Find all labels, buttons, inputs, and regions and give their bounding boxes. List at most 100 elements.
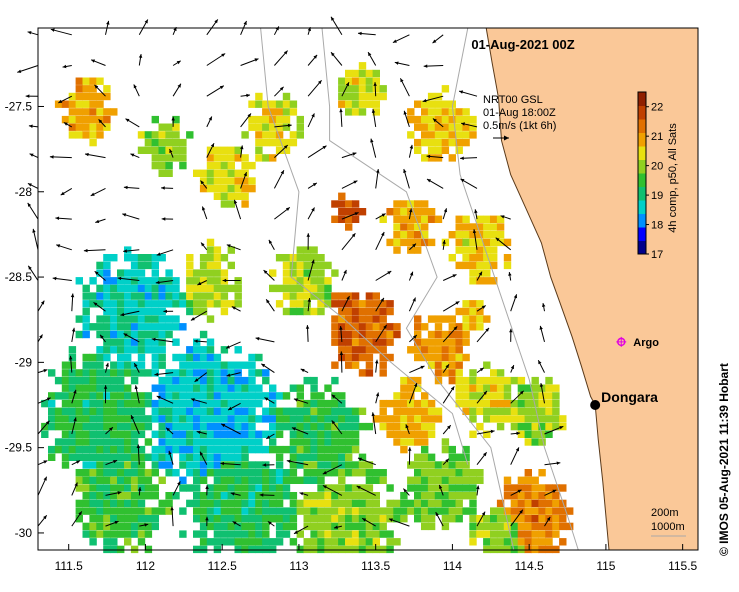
current-arrow [422,95,444,103]
current-arrow [194,372,208,383]
current-arrow [442,364,450,373]
current-arrow [392,34,410,44]
current-arrow [339,325,343,342]
current-arrow [28,124,39,128]
current-arrow [172,83,182,97]
current-arrow [341,81,350,97]
current-arrow [357,457,376,466]
current-arrow [375,169,380,189]
lon-tick-label: 111.5 [55,559,84,573]
axes: 111.5 112 112.5 113 113.5 114 114.5 115 115.5 -27… [5,99,698,573]
current-arrow [370,138,377,158]
current-arrow [225,341,241,349]
current-arrow [220,461,241,466]
current-arrow [71,389,77,404]
current-arrow [171,116,175,127]
current-legend-arrow-icon [493,135,509,141]
current-arrow [375,231,385,251]
current-arrow [274,50,288,66]
current-arrow [476,271,483,281]
colorbar-tick-label: 17 [651,249,663,261]
current-arrow [27,31,39,36]
current-arrow [170,506,174,527]
current-arrow [84,152,106,159]
current-arrow [442,458,450,466]
lat-tick-label: -28 [15,185,33,199]
current-arrow [476,429,495,435]
current-arrow [206,53,226,66]
current-arrow [139,523,149,527]
current-arrow [322,464,343,475]
lon-tick-label: 112.5 [208,559,237,573]
current-arrow [460,156,478,160]
current-arrow [432,118,444,128]
current-arrow [307,182,318,189]
lat-tick-label: -28.5 [5,270,33,284]
current-arrow [476,390,488,404]
current-arrow [161,217,174,221]
current-legend-product: NRT00 GSL [483,94,543,106]
current-arrow [37,514,48,527]
current-legend-scale: 0.5m/s (1kt 6h) [483,120,556,132]
current-arrow [432,34,444,44]
current-arrow [330,51,343,66]
current-arrow [409,243,417,251]
current-arrow [293,525,309,535]
map-title: 01-Aug-2021 00Z [471,37,574,52]
lon-tick-label: 112 [136,559,155,573]
current-arrow [371,109,377,127]
current-arrow [291,427,309,435]
current-arrow [510,509,524,527]
colorbar-segment [638,240,646,255]
current-arrow [27,202,39,220]
current-arrow [423,64,444,68]
current-arrow [341,232,356,251]
current-arrow [117,276,140,281]
colorbar-segment [638,105,646,120]
dongara-label: Dongara [601,389,658,405]
lon-tick-label: 115.5 [668,559,697,573]
current-arrow [165,427,174,435]
current-arrow [103,385,108,404]
current-arrow [156,395,174,404]
current-arrow [138,487,142,496]
current-arrow [375,297,385,312]
current-arrow [435,511,444,527]
current-arrow [306,233,310,250]
current-arrow [399,78,410,97]
depth-legend-200m: 200m [651,507,679,519]
current-vectors [17,16,564,535]
current-arrow [403,488,410,496]
current-arrow [240,172,247,189]
colorbar-tick-label: 18 [651,220,663,232]
current-arrow [226,244,241,251]
current-arrow [268,239,275,251]
current-arrow [123,249,140,253]
current-arrow [476,305,487,312]
lon-tick-label: 115 [596,559,615,573]
current-arrow [375,324,388,343]
current-arrow [542,303,546,312]
current-arrow [70,293,75,312]
current-arrow [409,334,418,343]
current-arrow [330,16,343,36]
current-arrow [341,180,358,189]
current-legend-time: 01-Aug 18:00Z [483,107,556,119]
current-arrow [510,390,525,404]
lon-tick-label: 114.5 [515,559,544,573]
current-arrow [472,229,478,250]
current-arrow [341,295,350,312]
lon-tick-label: 114 [443,559,462,573]
current-arrow [259,493,275,497]
current-arrow [339,108,343,127]
current-arrow [199,451,208,465]
current-arrow [232,520,241,527]
current-arrow [274,86,284,97]
current-arrow [52,276,72,281]
current-arrow [474,209,478,220]
current-arrow [266,433,275,440]
current-arrow [539,325,545,343]
current-arrow [201,206,208,220]
current-arrow [307,298,311,312]
